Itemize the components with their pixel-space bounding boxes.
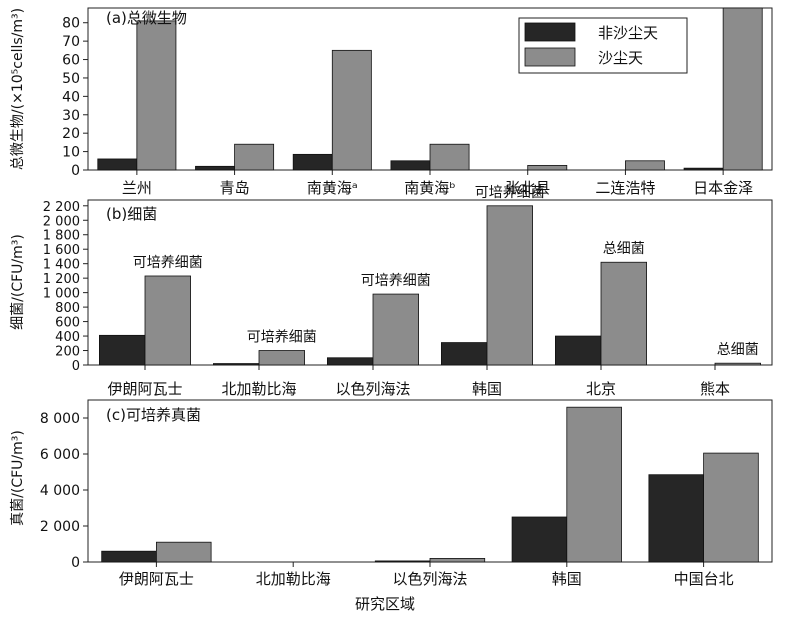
- panel-title: (a)总微生物: [106, 9, 187, 27]
- bar: [555, 335, 602, 366]
- x-tick-label: 南黄海ᵇ: [404, 179, 455, 197]
- bar-annotation: 可培养细菌: [133, 255, 203, 271]
- y-tick-label: 1 000: [43, 287, 80, 302]
- y-tick-label: 6 000: [40, 447, 80, 463]
- bar: [648, 474, 705, 563]
- y-tick-label: 1 400: [43, 258, 80, 273]
- bar: [440, 342, 488, 366]
- y-tick-label: 40: [62, 89, 80, 105]
- y-tick-label: 1 800: [43, 229, 80, 244]
- bar-annotation: 可培养细菌: [475, 185, 545, 201]
- y-tick-label: 80: [62, 16, 80, 32]
- x-tick-label: 兰州: [122, 179, 152, 197]
- bar: [429, 143, 470, 171]
- panel-title: (b)细菌: [106, 205, 157, 223]
- bar: [212, 363, 260, 366]
- bar: [331, 49, 372, 171]
- bar: [326, 357, 374, 366]
- y-axis-label: 真菌/(CFU/m³): [10, 430, 26, 526]
- chart-panel-3: 0 2 000 4 000 6 000 8 000 伊朗阿瓦士 北加勒比海 以色列海法 韩国 中国…: [10, 399, 773, 588]
- y-tick-label: 400: [55, 330, 80, 345]
- x-tick-label: 伊朗阿瓦士: [107, 380, 182, 398]
- y-tick-label: 2 000: [43, 214, 80, 229]
- bar: [511, 516, 568, 563]
- legend-swatch: [524, 22, 576, 42]
- bar: [625, 160, 665, 171]
- x-tick-label: 青岛: [220, 179, 250, 197]
- bar: [292, 153, 333, 171]
- bar: [566, 406, 622, 563]
- panel-title: (c)可培养真菌: [106, 406, 201, 424]
- bar: [714, 362, 761, 366]
- x-tick-label: 伊朗阿瓦士: [119, 570, 194, 588]
- bar-annotation: 总细菌: [603, 241, 645, 257]
- y-tick-label: 1 200: [43, 272, 80, 287]
- y-axis-label: 细菌/(CFU/m³): [10, 234, 26, 330]
- x-tick-label: 韩国: [552, 570, 582, 588]
- bar: [374, 560, 431, 563]
- bar: [101, 550, 157, 563]
- x-tick-label: 以色列海法: [392, 570, 467, 588]
- x-tick-label: 中国台北: [674, 570, 734, 588]
- bar: [600, 261, 647, 366]
- y-tick-label: 200: [55, 345, 80, 360]
- y-tick-label: 30: [62, 108, 80, 124]
- plot-frame: [87, 199, 773, 366]
- y-tick-label: 70: [62, 34, 80, 50]
- bar: [703, 452, 759, 563]
- x-tick-label: 张北县: [505, 179, 550, 197]
- bar: [722, 7, 763, 171]
- y-tick-label: 4 000: [40, 483, 80, 499]
- legend-label: 沙尘天: [598, 49, 643, 67]
- y-tick-label: 50: [62, 71, 80, 87]
- y-tick-label: 600: [55, 316, 80, 331]
- bar: [136, 20, 177, 171]
- bar-annotation: 总细菌: [717, 342, 759, 358]
- x-tick-label: 南黄海ᵃ: [307, 179, 358, 197]
- y-tick-label: 2 200: [43, 200, 80, 215]
- legend-swatch: [524, 47, 576, 67]
- bar-annotation: 可培养细菌: [247, 330, 317, 346]
- x-tick-label: 日本金泽: [693, 179, 753, 197]
- bar-annotation: 可培养细菌: [361, 273, 431, 289]
- bar: [390, 160, 431, 171]
- y-tick-label: 0: [72, 359, 80, 374]
- chart-panel-1: 0 10 20 30 40 50 60 70 80 兰州 青岛 南黄海ᵃ 南黄海ᵇ 张北县 二连浩特 日本金泽…: [10, 7, 773, 197]
- bar: [258, 350, 305, 366]
- y-tick-label: 8 000: [40, 411, 80, 427]
- x-tick-label: 北京: [586, 380, 616, 398]
- legend-label: 非沙尘天: [598, 24, 658, 42]
- x-tick-label: 北加勒比海: [221, 380, 296, 398]
- y-tick-label: 1 600: [43, 243, 80, 258]
- y-tick-label: 800: [55, 301, 80, 316]
- bar: [234, 143, 275, 171]
- bar: [195, 165, 235, 171]
- bar: [372, 293, 419, 366]
- bar: [99, 334, 146, 366]
- y-tick-label: 0: [71, 555, 80, 571]
- y-tick-label: 20: [62, 126, 80, 142]
- x-tick-label: 以色列海法: [335, 380, 410, 398]
- bar: [97, 158, 138, 171]
- y-tick-label: 60: [62, 53, 80, 69]
- x-tick-label: 熊本: [700, 380, 730, 398]
- x-tick-label: 韩国: [472, 380, 502, 398]
- bar: [155, 541, 212, 563]
- y-tick-label: 2 000: [40, 519, 80, 535]
- x-tick-label: 北加勒比海: [256, 570, 331, 588]
- bar: [429, 558, 486, 563]
- x-tick-label: 二连浩特: [595, 179, 655, 197]
- bar: [683, 167, 724, 171]
- y-axis-label: 总微生物/(×10⁵cells/m³): [10, 8, 26, 170]
- bar: [486, 205, 533, 366]
- bar: [527, 164, 568, 171]
- bar: [144, 275, 191, 366]
- y-tick-label: 0: [71, 163, 80, 179]
- y-tick-label: 10: [62, 145, 80, 161]
- x-axis-label: 研究区域: [355, 595, 415, 613]
